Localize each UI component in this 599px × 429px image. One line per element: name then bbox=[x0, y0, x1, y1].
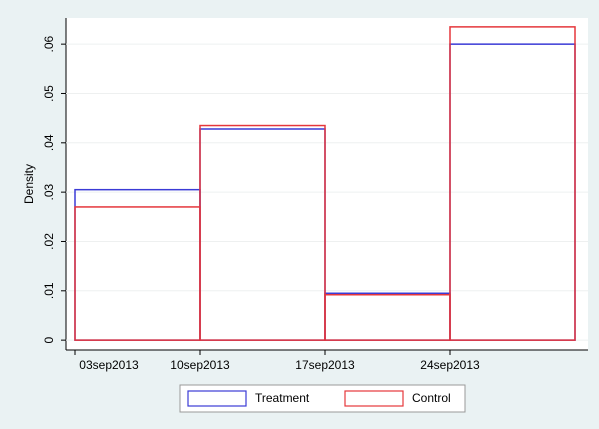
x-tick-label: 10sep2013 bbox=[170, 358, 230, 372]
y-tick-label: .05 bbox=[42, 85, 56, 102]
y-tick-label: 0 bbox=[42, 336, 56, 343]
x-tick-label: 03sep2013 bbox=[79, 358, 139, 372]
x-tick-label: 24sep2013 bbox=[420, 358, 480, 372]
legend-label: Treatment bbox=[255, 391, 310, 405]
y-tick-label: .01 bbox=[42, 282, 56, 299]
plot-area bbox=[66, 18, 588, 350]
legend-label: Control bbox=[412, 391, 451, 405]
y-tick-label: .02 bbox=[42, 233, 56, 250]
y-axis-title: Density bbox=[22, 164, 36, 204]
y-tick-label: .06 bbox=[42, 35, 56, 52]
bar bbox=[199, 124, 326, 341]
legend-swatch bbox=[187, 390, 247, 407]
legend-swatch bbox=[344, 390, 404, 407]
bar bbox=[449, 26, 576, 341]
y-tick-label: .03 bbox=[42, 183, 56, 200]
legend bbox=[179, 384, 466, 413]
x-tick-label: 17sep2013 bbox=[295, 358, 355, 372]
legend-box bbox=[179, 384, 466, 413]
y-tick-label: .04 bbox=[42, 134, 56, 151]
